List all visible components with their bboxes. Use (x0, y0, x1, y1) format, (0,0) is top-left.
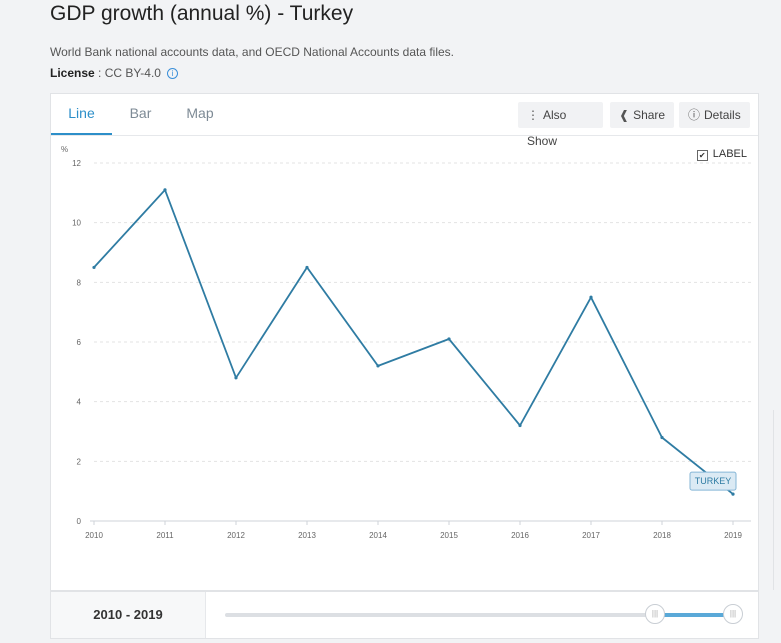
data-point[interactable] (731, 492, 735, 496)
data-point[interactable] (660, 435, 664, 440)
y-axis-label: % (61, 145, 68, 154)
license-value: CC BY-4.0 (104, 66, 161, 80)
info-icon[interactable]: i (166, 68, 178, 79)
data-point[interactable] (305, 265, 309, 270)
data-point[interactable] (376, 364, 380, 368)
range-separator: - (122, 607, 134, 622)
series-line-turkey[interactable] (93, 188, 734, 495)
x-tick-label: 2019 (724, 531, 742, 540)
y-tick-label: 6 (77, 338, 82, 347)
series-label-tag[interactable]: TURKEY (689, 471, 737, 491)
year-range-bar: 2010 - 2019 ||| ||| (50, 591, 759, 639)
y-tick-label: 12 (72, 159, 81, 168)
y-tick-label: 8 (77, 278, 82, 287)
info-circle-icon: ⓘ (688, 108, 701, 122)
also-show-label: Also Show (527, 108, 567, 148)
series-label-box (689, 471, 737, 491)
license-separator: : (94, 66, 105, 80)
line-chart: 0 2 4 6 8 10 12 % 2010 2011 2012 2013 2014 2015 2016… (61, 145, 751, 540)
series-label-text: TURKEY (695, 476, 732, 486)
label-checkbox[interactable]: ✔ (696, 150, 708, 161)
y-tick-label: 4 (77, 398, 82, 407)
x-tick-label: 2015 (440, 531, 458, 540)
data-point[interactable] (518, 423, 522, 428)
y-tick-label: 10 (72, 219, 81, 228)
y-tick-label: 2 (77, 457, 82, 466)
license-label: License (50, 66, 95, 80)
page-title: GDP growth (annual %) - Turkey (50, 2, 354, 25)
more-vertical-icon: ⋮ (527, 108, 539, 122)
x-tick-label: 2018 (653, 531, 671, 540)
data-point[interactable] (92, 265, 96, 270)
tab-bar[interactable]: Bar (129, 105, 152, 121)
x-tick-label: 2012 (227, 531, 245, 540)
grid-lines (94, 162, 751, 462)
x-tick-label: 2011 (156, 531, 174, 540)
data-points (92, 188, 735, 496)
y-tick-label: 0 (77, 517, 82, 526)
details-button[interactable]: ⓘ Details (679, 102, 750, 128)
chart-tabs: Line Bar Map ⋮ Also Show ❰ Share ⓘ Details (51, 94, 758, 148)
range-end-handle[interactable]: ||| (723, 604, 743, 624)
share-button[interactable]: ❰ Share (610, 102, 674, 128)
also-show-button[interactable]: ⋮ Also Show (518, 102, 603, 148)
year-range-label: 2010 - 2019 (51, 592, 206, 638)
chart-card: Line Bar Map ⋮ Also Show ❰ Share ⓘ Details … (50, 93, 759, 591)
y-axis-ticks: 0 2 4 6 8 10 12 (72, 159, 81, 526)
x-axis-ticks: 2010 2011 2012 2013 2014 2015 2016 2017 2018 2019 (85, 521, 742, 540)
details-label: Details (704, 108, 741, 122)
share-label: Share (633, 108, 666, 122)
data-point[interactable] (234, 376, 238, 380)
x-tick-label: 2017 (582, 531, 600, 540)
range-start: 2010 (93, 607, 123, 622)
tab-line[interactable]: Line (51, 94, 112, 135)
label-toggle-text: LABEL (712, 148, 747, 160)
range-slider-track[interactable]: ||| ||| (225, 604, 743, 624)
x-tick-label: 2010 (85, 531, 103, 540)
tab-map[interactable]: Map (186, 105, 214, 121)
range-slider-fill (656, 613, 735, 617)
label-toggle[interactable]: ✔ LABEL (696, 148, 747, 161)
data-point[interactable] (589, 295, 593, 299)
data-point[interactable] (163, 188, 167, 192)
range-start-handle[interactable]: ||| (645, 604, 665, 624)
range-end: 2019 (133, 607, 163, 622)
source-note: World Bank national accounts data, and O… (50, 45, 455, 59)
data-point[interactable] (447, 337, 451, 341)
x-tick-label: 2016 (511, 531, 529, 540)
share-icon: ❰ (619, 108, 630, 122)
x-tick-label: 2013 (298, 531, 316, 540)
x-tick-label: 2014 (369, 531, 387, 540)
license-line: License : CC BY-4.0 i (50, 66, 178, 80)
side-panel-edge (773, 410, 781, 590)
